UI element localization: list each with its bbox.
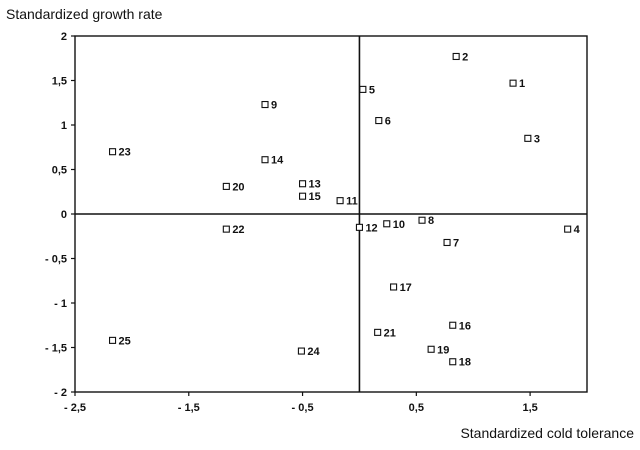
data-point-label: 15 — [309, 191, 321, 203]
data-point-marker — [383, 220, 391, 228]
data-point-marker — [452, 52, 460, 61]
y-tick-label: 1,5 — [52, 76, 67, 88]
y-tick-label: - 0,5 — [45, 254, 67, 266]
data-point-marker — [374, 328, 382, 336]
data-point-label: 13 — [309, 179, 321, 191]
data-point-label: 19 — [437, 344, 449, 356]
data-point-label: 21 — [384, 327, 396, 339]
y-tick-label: 1 — [61, 120, 67, 132]
data-point-label: 2 — [462, 51, 468, 63]
data-point-label: 8 — [428, 215, 434, 227]
data-point-label: 4 — [574, 224, 581, 236]
data-point-marker — [449, 358, 457, 366]
y-tick-label: - 1,5 — [45, 343, 67, 355]
data-point-marker — [108, 336, 117, 344]
x-tick-label: - 1,5 — [178, 402, 200, 414]
data-point-label: 22 — [232, 224, 244, 236]
data-point-marker — [222, 225, 230, 233]
y-tick-label: 0,5 — [52, 165, 67, 177]
y-tick-label: - 1 — [54, 298, 67, 310]
data-point-marker — [261, 100, 269, 109]
data-point-marker — [564, 225, 572, 233]
data-point-label: 7 — [453, 237, 459, 249]
data-point-marker — [359, 85, 367, 93]
data-point-label: 6 — [385, 116, 391, 128]
data-point-label: 1 — [519, 78, 525, 90]
x-tick-label: - 0,5 — [292, 402, 314, 414]
data-point-label: 10 — [393, 219, 405, 231]
data-point-label: 20 — [232, 181, 244, 193]
data-point-marker — [418, 216, 426, 224]
data-point-label: 12 — [365, 222, 377, 234]
data-point-label: 23 — [119, 147, 131, 159]
data-point-label: 17 — [400, 282, 412, 294]
data-point-marker — [299, 192, 307, 200]
x-tick-label: - 2,5 — [64, 402, 86, 414]
data-point-marker — [509, 79, 517, 87]
data-point-marker — [375, 117, 383, 125]
data-point-marker — [299, 180, 307, 188]
data-point-label: 11 — [346, 196, 358, 208]
data-point-label: 25 — [119, 335, 131, 347]
data-point-marker — [355, 223, 363, 231]
data-point-marker — [108, 148, 117, 156]
data-point-marker — [261, 156, 269, 164]
x-tick-label: 0,5 — [409, 402, 424, 414]
data-point-label: 3 — [534, 133, 540, 145]
data-point-marker — [222, 182, 230, 190]
data-point-label: 18 — [459, 357, 471, 369]
data-point-marker — [297, 347, 305, 355]
data-point-label: 9 — [271, 100, 277, 112]
y-axis-title: Standardized growth rate — [6, 6, 163, 22]
data-point-marker — [524, 134, 532, 142]
data-point-marker — [427, 345, 435, 353]
data-point-label: 16 — [459, 320, 471, 332]
data-point-marker — [449, 321, 457, 329]
y-tick-label: - 2 — [54, 387, 67, 399]
x-tick-label: 1,5 — [522, 402, 537, 414]
data-point-label: 14 — [271, 155, 284, 167]
data-point-label: 24 — [307, 346, 320, 358]
y-tick-label: 0 — [61, 209, 67, 221]
data-point-marker — [390, 283, 398, 291]
data-point-marker — [336, 197, 344, 205]
x-axis-title: Standardized cold tolerance — [460, 425, 634, 441]
y-tick-label: 2 — [61, 31, 67, 43]
data-point-marker — [443, 238, 451, 247]
data-point-label: 5 — [369, 84, 375, 96]
